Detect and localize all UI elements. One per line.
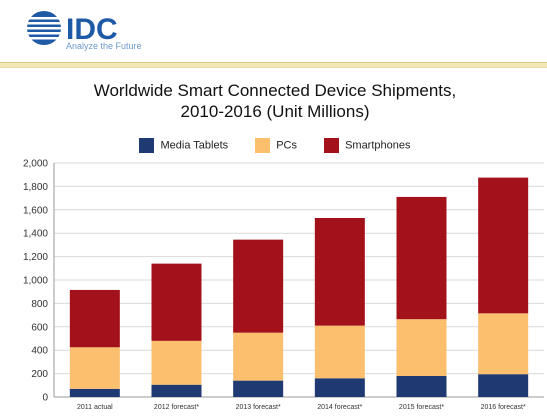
legend-swatch-smartphones (324, 138, 340, 153)
header-divider (0, 62, 547, 68)
chart-panel: 0 200 400 600 800 1,000 1,200 1,400 1,600 1,800 2,… (6, 68, 544, 418)
bar-media-tablets (151, 384, 202, 397)
y-tick-label: 1,800 (23, 182, 48, 193)
bar-pcs (151, 340, 202, 385)
bar-pcs (233, 332, 284, 381)
y-tick-label: 1,000 (23, 276, 48, 287)
bar-smartphones (69, 289, 120, 348)
x-tick-label: 2011 actual (77, 404, 113, 411)
y-tick-label: 0 (42, 393, 48, 404)
legend-label-media-tablets: Media Tablets (160, 139, 229, 152)
bar-smartphones (478, 177, 529, 314)
chart-title: Worldwide Smart Connected Device Shipmen… (6, 80, 544, 122)
brand-tagline: Analyze the Future (66, 41, 142, 51)
x-tick-label: 2016 forecast* (481, 404, 526, 411)
chart-title-line2: 2010-2016 (Unit Millions) (180, 102, 370, 121)
legend-item-pcs: PCs (255, 138, 297, 153)
x-tick-label: 2012 forecast* (154, 404, 199, 411)
bar-pcs (314, 325, 365, 379)
y-tick-label: 600 (31, 322, 48, 333)
bar-media-tablets (69, 388, 120, 397)
legend-swatch-pcs (255, 138, 271, 153)
x-tick-label: 2014 forecast* (317, 404, 362, 411)
globe-icon (27, 11, 61, 45)
y-tick-label: 400 (31, 346, 48, 357)
brand-name: IDC (66, 13, 118, 46)
bar-pcs (396, 319, 447, 376)
bar-media-tablets (396, 375, 447, 397)
legend-item-media-tablets: Media Tablets (139, 138, 228, 153)
y-tick-label: 1,200 (23, 252, 48, 263)
bar-media-tablets (478, 374, 529, 397)
legend-swatch-media-tablets (139, 138, 155, 153)
y-tick-label: 1,600 (23, 205, 48, 216)
legend-label-pcs: PCs (276, 139, 297, 152)
x-tick-label: 2015 forecast* (399, 404, 444, 411)
bar-pcs (478, 313, 529, 375)
bar-smartphones (233, 239, 284, 333)
legend-label-smartphones: Smartphones (345, 139, 411, 152)
legend: Media Tablets PCs Smartphones (6, 138, 544, 153)
bar-media-tablets (233, 380, 284, 397)
y-tick-label: 800 (31, 299, 48, 310)
y-tick-label: 200 (31, 369, 48, 380)
bar-smartphones (396, 196, 447, 320)
header: IDC Analyze the Future (0, 0, 547, 62)
bar-smartphones (151, 263, 202, 341)
legend-item-smartphones: Smartphones (324, 138, 411, 153)
bar-pcs (69, 347, 120, 389)
chart-title-line1: Worldwide Smart Connected Device Shipmen… (93, 81, 457, 100)
x-tick-label: 2013 forecast* (236, 404, 281, 411)
bar-media-tablets (314, 378, 365, 397)
y-tick-label: 1,400 (23, 229, 48, 240)
chart: 0 200 400 600 800 1,000 1,200 1,400 1,600 1,800 2,… (23, 159, 544, 411)
bar-smartphones (314, 217, 365, 326)
y-tick-label: 2,000 (23, 159, 48, 170)
idc-logo: IDC Analyze the Future (27, 11, 142, 51)
